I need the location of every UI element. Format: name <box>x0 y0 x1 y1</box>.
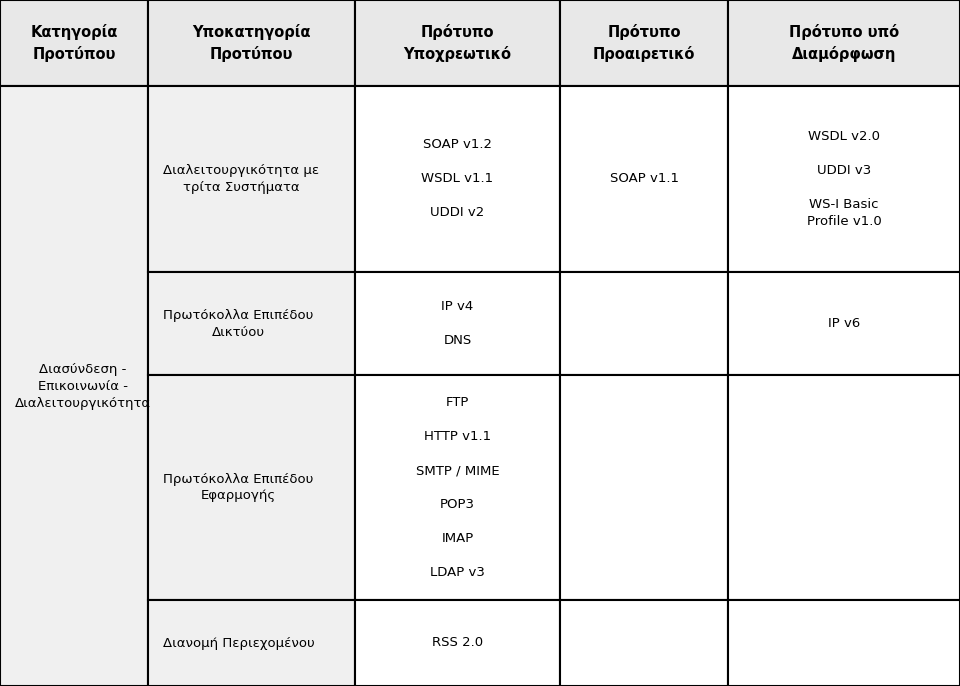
Text: Διανομή Περιεχομένου: Διανομή Περιεχομένου <box>163 637 315 650</box>
Bar <box>728 0 960 86</box>
Text: Πρότυπο
Προαιρετικό: Πρότυπο Προαιρετικό <box>593 25 695 62</box>
Text: IP v4

DNS: IP v4 DNS <box>442 300 473 347</box>
Text: SOAP v1.1: SOAP v1.1 <box>610 172 679 185</box>
Bar <box>560 600 728 686</box>
Bar <box>355 0 560 86</box>
Text: SOAP v1.2

WSDL v1.1

UDDI v2: SOAP v1.2 WSDL v1.1 UDDI v2 <box>421 139 493 220</box>
Text: Κατηγορία
Προτύπου: Κατηγορία Προτύπου <box>31 25 118 62</box>
Text: Υποκατηγορία
Προτύπου: Υποκατηγορία Προτύπου <box>192 25 311 62</box>
Text: Πρωτόκολλα Επιπέδου
Εφαρμογής: Πρωτόκολλα Επιπέδου Εφαρμογής <box>163 473 313 503</box>
Bar <box>355 375 560 600</box>
Bar <box>355 86 560 272</box>
Bar <box>148 375 355 600</box>
Text: Πρωτόκολλα Επιπέδου
Δικτύου: Πρωτόκολλα Επιπέδου Δικτύου <box>163 309 313 338</box>
Text: Πρότυπο υπό
Διαμόρφωση: Πρότυπο υπό Διαμόρφωση <box>789 25 900 62</box>
Text: Διασύνδεση -
Επικοινωνία -
Διαλειτουργικότητα: Διασύνδεση - Επικοινωνία - Διαλειτουργικ… <box>15 362 151 410</box>
Bar <box>355 600 560 686</box>
Bar <box>728 272 960 375</box>
Bar <box>355 272 560 375</box>
Bar <box>560 0 728 86</box>
Text: IP v6: IP v6 <box>828 317 860 330</box>
Bar <box>560 375 728 600</box>
Bar <box>560 272 728 375</box>
Bar <box>728 86 960 272</box>
Text: FTP

HTTP v1.1

SMTP / MIME

POP3

IMAP

LDAP v3: FTP HTTP v1.1 SMTP / MIME POP3 IMAP LDAP… <box>416 396 499 579</box>
Bar <box>0 86 148 686</box>
Bar <box>728 375 960 600</box>
Bar <box>560 86 728 272</box>
Bar <box>0 0 148 86</box>
Bar <box>728 600 960 686</box>
Bar <box>148 600 355 686</box>
Bar <box>148 0 355 86</box>
Bar <box>148 86 355 272</box>
Text: Διαλειτουργικότητα με
τρίτα Συστήματα: Διαλειτουργικότητα με τρίτα Συστήματα <box>163 164 319 194</box>
Text: Πρότυπο
Υποχρεωτικό: Πρότυπο Υποχρεωτικό <box>403 25 512 62</box>
Bar <box>148 272 355 375</box>
Text: WSDL v2.0

UDDI v3

WS-I Basic
Profile v1.0: WSDL v2.0 UDDI v3 WS-I Basic Profile v1.… <box>806 130 881 228</box>
Text: RSS 2.0: RSS 2.0 <box>432 637 483 650</box>
